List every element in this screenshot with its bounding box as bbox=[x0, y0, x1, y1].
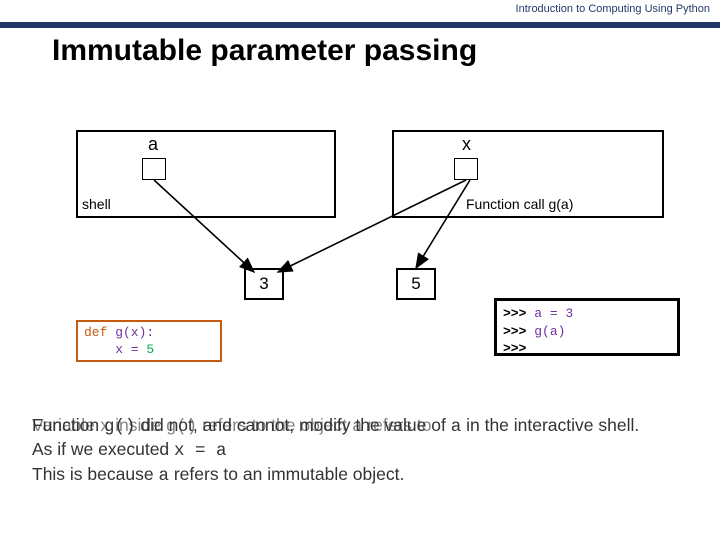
def-sig: g(x): bbox=[107, 325, 154, 340]
code-def-box: def g(x): x = 5 bbox=[76, 320, 222, 362]
overlay-line: Variable x inside g() refers to the obje… bbox=[32, 414, 432, 438]
title-accent-bar bbox=[0, 22, 720, 28]
label-x: x bbox=[462, 134, 471, 155]
shell-scope-box bbox=[76, 130, 336, 218]
def-body-pre: x = bbox=[84, 342, 146, 357]
repl-prompt: >>> bbox=[503, 324, 534, 339]
label-shell: shell bbox=[82, 196, 111, 212]
repl-box: >>> a = 3 >>> g(a) >>> bbox=[494, 298, 680, 356]
var-slot-x bbox=[454, 158, 478, 180]
explanation-text: Variable x inside g() refers to the obje… bbox=[32, 414, 700, 487]
line2: As if we executed x = a bbox=[32, 438, 700, 462]
repl-prompt: >>> bbox=[503, 306, 534, 321]
var-slot-a bbox=[142, 158, 166, 180]
repl-code: g(a) bbox=[534, 324, 565, 339]
def-num: 5 bbox=[146, 342, 154, 357]
value-box-5: 5 bbox=[396, 268, 436, 300]
label-a: a bbox=[148, 134, 158, 155]
header-bar: Introduction to Computing Using Python bbox=[0, 0, 720, 22]
kw-def: def bbox=[84, 325, 107, 340]
slide-title: Immutable parameter passing bbox=[52, 34, 477, 68]
value-box-3: 3 bbox=[244, 268, 284, 300]
repl-code: a = 3 bbox=[534, 306, 573, 321]
label-function-call: Function call g(a) bbox=[466, 196, 573, 212]
header-text: Introduction to Computing Using Python bbox=[516, 3, 710, 15]
repl-prompt: >>> bbox=[503, 341, 534, 356]
line3: This is because a refers to an immutable… bbox=[32, 463, 700, 487]
